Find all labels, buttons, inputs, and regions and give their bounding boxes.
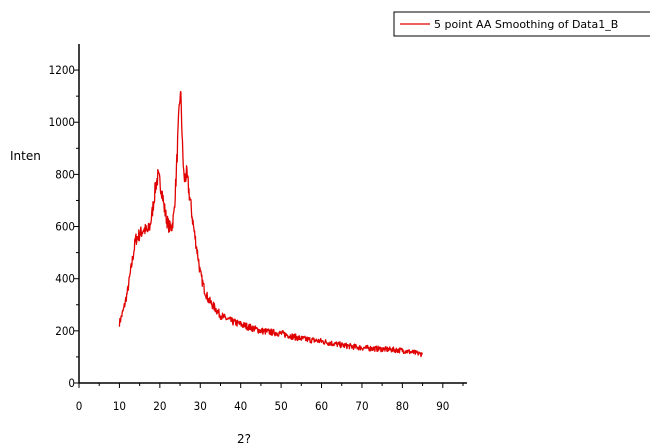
series-line-smoothed: [118, 91, 424, 358]
y-tick-label: 600: [55, 220, 75, 234]
y-axis-title: Inten: [10, 149, 41, 163]
x-tick-label: 80: [396, 399, 409, 413]
x-tick-label: 10: [113, 399, 126, 413]
y-tick-label: 800: [55, 167, 75, 181]
legend-label: 5 point AA Smoothing of Data1_B: [434, 18, 618, 31]
x-tick-label: 40: [234, 399, 247, 413]
y-tick-label: 1200: [49, 63, 75, 77]
x-axis-title: 2?: [237, 432, 251, 446]
legend-box: [393, 11, 650, 37]
y-tick-label: 0: [68, 376, 75, 390]
x-tick-label: 20: [153, 399, 166, 413]
x-tick-label: 30: [194, 399, 207, 413]
y-tick-label: 1000: [49, 115, 75, 129]
x-ticks: 0 10 20 30 40 50 60 70 80 90: [76, 383, 464, 413]
x-tick-label: 70: [355, 399, 368, 413]
y-ticks: 0 200 400 600 800 1000 1200: [49, 63, 79, 390]
legend: 5 point AA Smoothing of Data1_B: [393, 11, 650, 37]
y-tick-label: 400: [55, 272, 75, 286]
x-tick-label: 60: [315, 399, 328, 413]
x-tick-label: 90: [436, 399, 449, 413]
x-tick-label: 50: [275, 399, 288, 413]
x-tick-label: 0: [76, 399, 83, 413]
y-tick-label: 200: [55, 324, 75, 338]
